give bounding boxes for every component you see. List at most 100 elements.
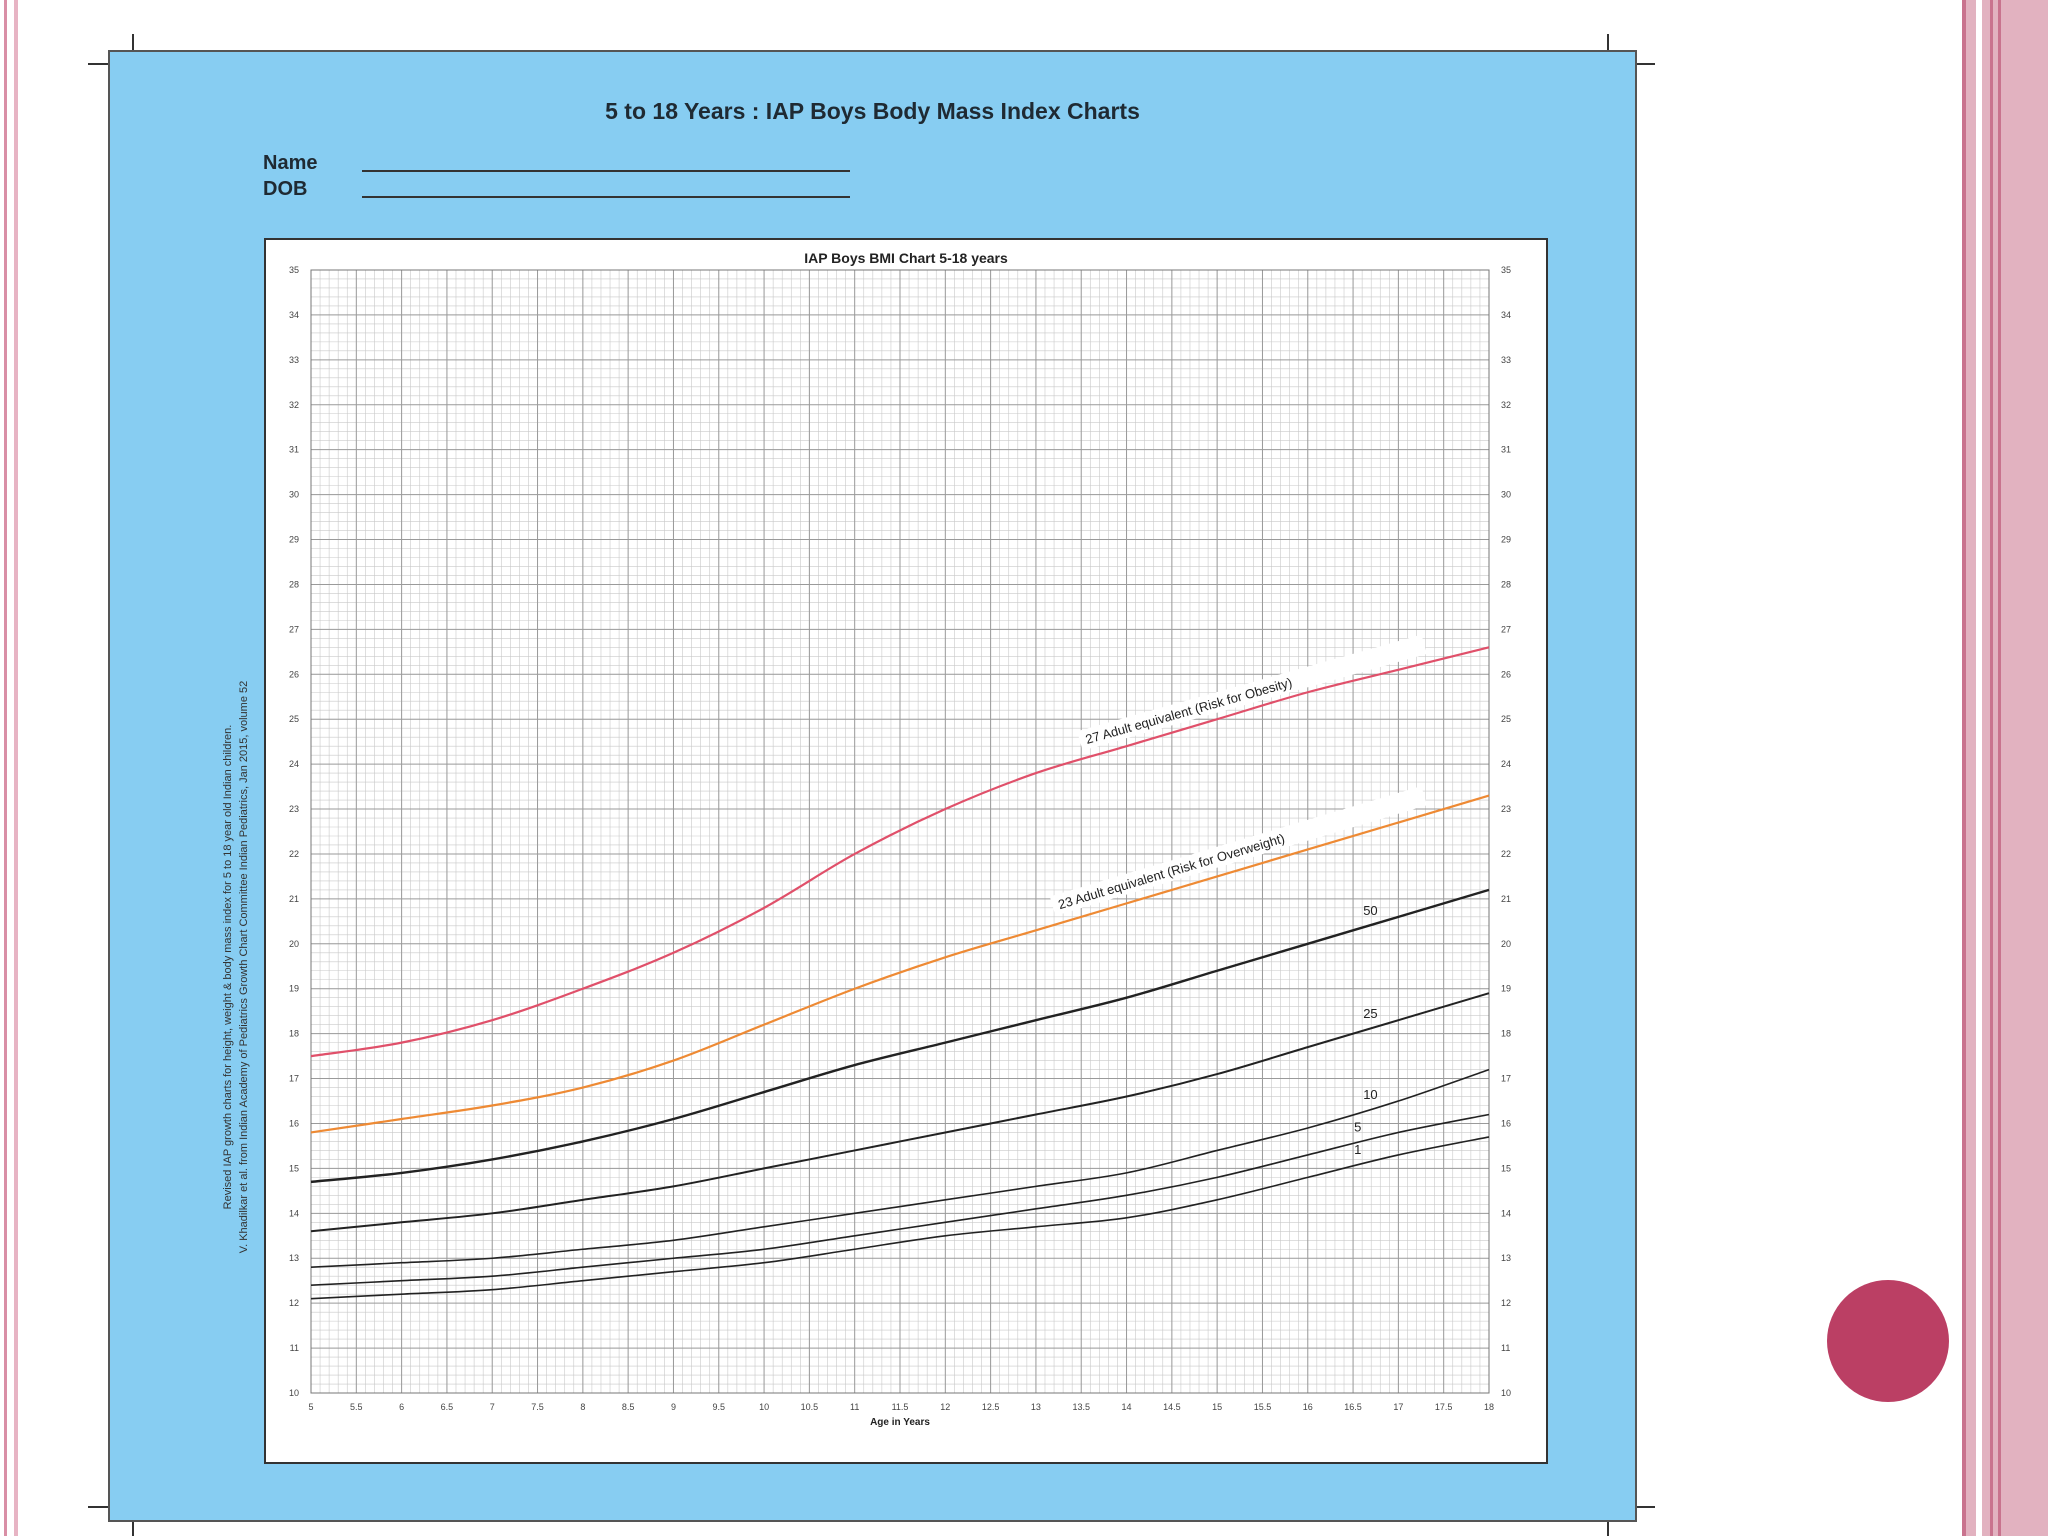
overweight-risk-label-group: 23 Adult equivalent (Risk for Overweight… [1049,786,1428,916]
x-tick-label: 6 [399,1402,404,1412]
y-tick-label-left: 17 [289,1074,299,1084]
percentile-label: 25 [1363,1006,1377,1021]
plot-border [310,269,1490,1394]
slide-left-stripe [4,0,7,1536]
y-tick-label-right: 16 [1501,1118,1511,1128]
x-tick-label: 7 [490,1402,495,1412]
y-tick-label-left: 25 [289,714,299,724]
y-tick-label-left: 30 [289,490,299,500]
x-tick-label: 5.5 [350,1402,363,1412]
x-tick-label: 17 [1393,1402,1403,1412]
y-tick-label-left: 31 [289,445,299,455]
x-tick-label: 12.5 [982,1402,1000,1412]
x-tick-label: 8.5 [622,1402,635,1412]
obesity-risk-line [310,646,1490,1058]
y-tick-label-right: 15 [1501,1163,1511,1173]
chart-title: IAP Boys BMI Chart 5-18 years [804,250,1008,266]
y-tick-label-right: 23 [1501,804,1511,814]
y-tick-label-right: 33 [1501,355,1511,365]
y-tick-label-left: 16 [289,1118,299,1128]
y-tick-label-left: 28 [289,579,299,589]
y-tick-label-right: 25 [1501,714,1511,724]
y-tick-label-right: 27 [1501,624,1511,634]
x-tick-label: 14 [1122,1402,1132,1412]
percentile-10-line [310,1068,1490,1269]
overweight-risk-label-box [1049,786,1428,916]
x-tick-label: 12 [940,1402,950,1412]
crop-mark [132,1518,134,1536]
x-tick-label: 14.5 [1163,1402,1181,1412]
y-tick-label-right: 26 [1501,669,1511,679]
y-tick-label-right: 28 [1501,579,1511,589]
y-tick-label-right: 35 [1501,265,1511,275]
percentile-label: 5 [1354,1119,1361,1134]
y-tick-label-right: 20 [1501,939,1511,949]
crop-mark [1607,34,1609,52]
y-tick-label-left: 24 [289,759,299,769]
slide-right-stripe [1962,0,1966,1536]
percentile-label: 1 [1354,1142,1361,1157]
x-tick-label: 13 [1031,1402,1041,1412]
y-tick-label-left: 21 [289,894,299,904]
overweight-risk-line [310,794,1490,1134]
y-tick-label-right: 17 [1501,1074,1511,1084]
y-tick-label-left: 22 [289,849,299,859]
y-tick-label-left: 15 [289,1163,299,1173]
name-field[interactable] [362,170,850,172]
obesity-risk-label-box [1077,634,1427,751]
crop-mark [88,1506,110,1508]
slide-right-gap [1976,0,1982,1536]
y-tick-label-right: 13 [1501,1253,1511,1263]
y-tick-label-left: 29 [289,535,299,545]
x-tick-label: 9 [671,1402,676,1412]
y-tick-label-left: 27 [289,624,299,634]
x-tick-label: 8 [580,1402,585,1412]
source-credit-line: Revised IAP growth charts for height, we… [222,724,234,1210]
y-tick-label-left: 23 [289,804,299,814]
crop-mark [1633,1506,1655,1508]
percentile-50-line [310,888,1490,1184]
bmi-chart: IAP Boys BMI Chart 5-18 years 10 10 11 11 12… [264,238,1548,1464]
x-tick-label: 18 [1484,1402,1494,1412]
dob-field[interactable] [362,196,850,198]
y-tick-label-right: 22 [1501,849,1511,859]
y-tick-label-right: 34 [1501,310,1511,320]
x-tick-label: 13.5 [1072,1402,1090,1412]
x-tick-label: 11 [850,1402,859,1412]
x-tick-label: 9.5 [713,1402,726,1412]
source-credit-line: V. Khadilkar et al. from Indian Academy … [238,680,250,1254]
x-tick-label: 15 [1212,1402,1222,1412]
chart-card-title: 5 to 18 Years : IAP Boys Body Mass Index… [605,98,1140,124]
x-tick-label: 7.5 [531,1402,544,1412]
slide-left-stripe-light [14,0,18,1536]
y-tick-label-right: 10 [1501,1388,1511,1398]
y-tick-label-left: 35 [289,265,299,275]
crop-mark [1633,63,1655,65]
y-tick-label-left: 33 [289,355,299,365]
slide-right-stripe [1998,0,2001,1536]
y-tick-label-left: 13 [289,1253,299,1263]
y-tick-label-right: 18 [1501,1029,1511,1039]
x-tick-label: 15.5 [1254,1402,1272,1412]
y-tick-label-left: 32 [289,400,299,410]
y-tick-label-right: 14 [1501,1208,1511,1218]
y-tick-label-right: 11 [1501,1343,1510,1353]
y-tick-label-right: 19 [1501,984,1511,994]
y-tick-label-left: 18 [289,1029,299,1039]
x-tick-label: 16 [1303,1402,1313,1412]
percentile-5-line [310,1113,1490,1286]
percentile-label: 10 [1363,1087,1377,1102]
y-tick-label-right: 32 [1501,400,1511,410]
y-tick-label-left: 14 [289,1208,299,1218]
x-tick-label: 16.5 [1344,1402,1362,1412]
name-label: Name [263,152,318,174]
y-tick-label-right: 30 [1501,490,1511,500]
x-tick-label: 11.5 [892,1402,909,1412]
accent-circle [1827,1280,1949,1402]
y-tick-label-left: 34 [289,310,299,320]
x-tick-label: 10.5 [801,1402,819,1412]
growth-chart-card: 5 to 18 Years : IAP Boys Body Mass Index… [108,50,1637,1522]
slide-right-stripe [1990,0,1993,1536]
crop-mark [1607,1518,1609,1536]
